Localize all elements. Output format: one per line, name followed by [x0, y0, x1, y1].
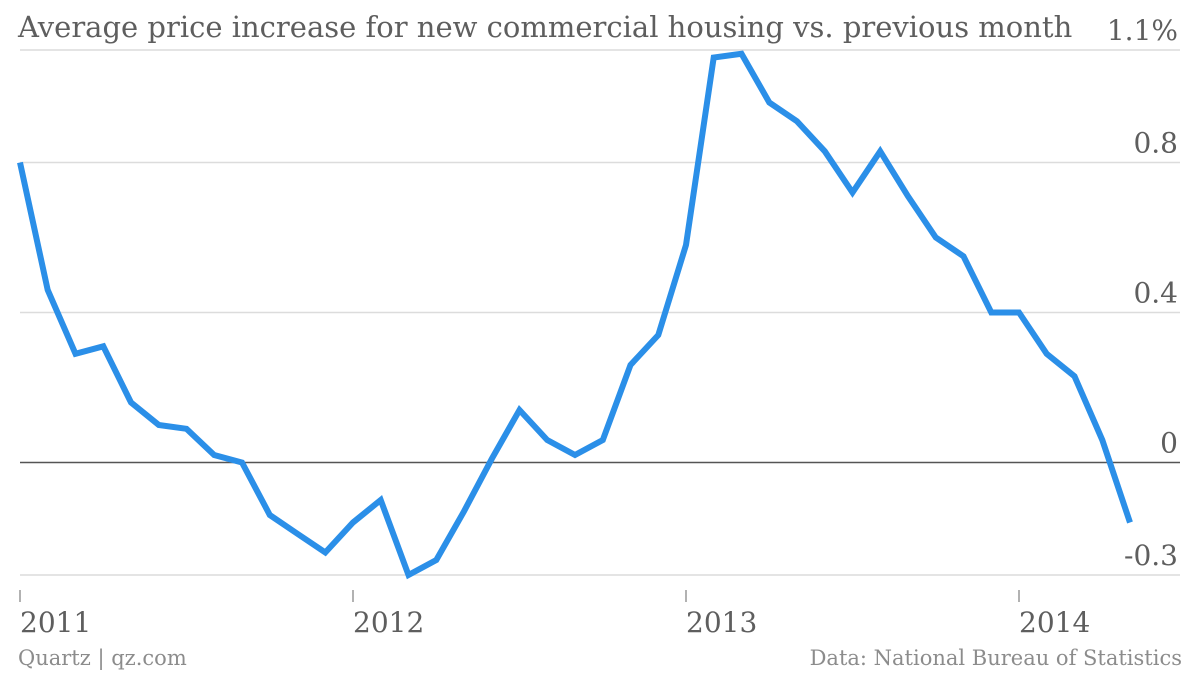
- y-tick-label: 1.1%: [1107, 14, 1178, 47]
- y-tick-label: 0: [1160, 427, 1178, 460]
- chart-title: Average price increase for new commercia…: [18, 10, 1073, 44]
- y-tick-label: -0.3: [1124, 539, 1178, 572]
- x-axis: 2011 2012 2013 2014: [19, 590, 1090, 639]
- gridlines: [20, 49, 1180, 576]
- series-line: [17, 50, 1133, 580]
- y-axis-tick-labels: 1.1% 0.8 0.4 0 -0.3: [1107, 14, 1178, 572]
- footer-data-source: Data: National Bureau of Statistics: [809, 646, 1182, 670]
- x-tick-label: 2014: [1019, 606, 1090, 639]
- footer-source-brand: Quartz | qz.com: [18, 646, 187, 670]
- x-tick-label: 2013: [686, 606, 757, 639]
- series-line-group: [17, 50, 1133, 580]
- x-tick-label: 2012: [353, 606, 424, 639]
- x-tick-label: 2011: [20, 606, 91, 639]
- y-tick-label: 0.8: [1133, 127, 1178, 160]
- y-tick-label: 0.4: [1133, 277, 1178, 310]
